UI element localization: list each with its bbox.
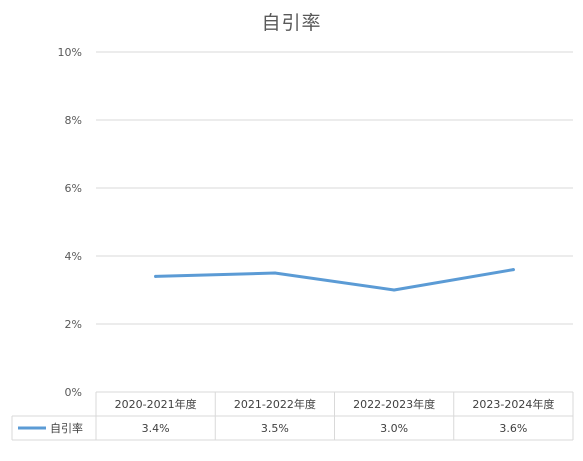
x-category-label: 2022-2023年度 — [353, 397, 435, 411]
data-table-value: 3.6% — [499, 422, 527, 435]
series-line — [154, 268, 515, 292]
data-point — [273, 271, 277, 275]
y-tick-label: 8% — [65, 114, 82, 127]
data-point — [154, 274, 158, 278]
x-category-label: 2021-2022年度 — [234, 397, 316, 411]
y-tick-label: 4% — [65, 250, 82, 263]
data-point — [392, 288, 396, 292]
y-tick-label: 10% — [58, 46, 82, 59]
x-category-label: 2020-2021年度 — [115, 397, 197, 411]
x-category-label: 2023-2024年度 — [472, 397, 554, 411]
data-table-value: 3.5% — [261, 422, 289, 435]
data-point — [511, 268, 515, 272]
y-tick-label: 6% — [65, 182, 82, 195]
y-tick-label: 0% — [65, 386, 82, 399]
y-tick-label: 2% — [65, 318, 82, 331]
data-table-value: 3.0% — [380, 422, 408, 435]
chart-title: 自引率 — [261, 12, 322, 34]
legend-label: 自引率 — [50, 421, 83, 435]
data-table-value: 3.4% — [142, 422, 170, 435]
